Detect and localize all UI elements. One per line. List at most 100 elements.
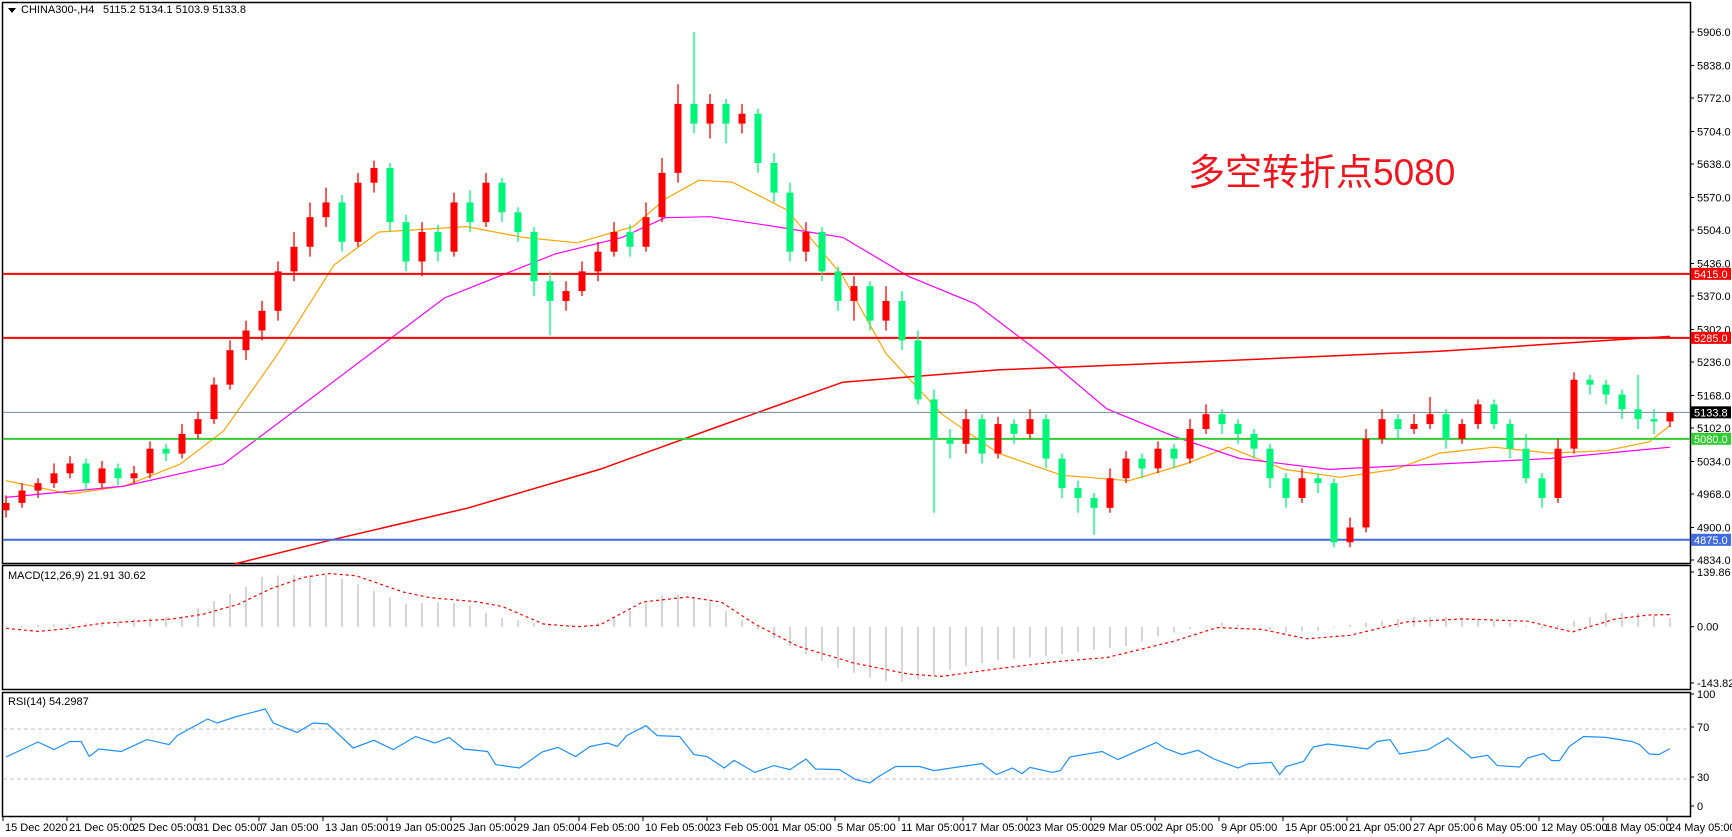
candle[interactable]: [1266, 443, 1274, 489]
candle[interactable]: [34, 478, 42, 498]
macd-panel[interactable]: 139.86 0.00 -143.82: [1, 564, 1732, 691]
candle[interactable]: [178, 424, 186, 459]
candle[interactable]: [738, 103, 746, 134]
candle[interactable]: [1058, 453, 1066, 498]
candle[interactable]: [2, 495, 10, 518]
candle[interactable]: [946, 428, 954, 459]
candle[interactable]: [1090, 493, 1098, 535]
candle[interactable]: [1298, 468, 1306, 503]
candle[interactable]: [594, 241, 602, 282]
candle[interactable]: [450, 192, 458, 257]
candle[interactable]: [1138, 453, 1146, 479]
candle[interactable]: [466, 190, 474, 232]
candle[interactable]: [66, 456, 74, 479]
candle[interactable]: [962, 409, 970, 454]
candle[interactable]: [626, 224, 634, 257]
candle[interactable]: [1170, 443, 1178, 469]
candle[interactable]: [18, 483, 26, 508]
candle[interactable]: [402, 214, 410, 272]
candle[interactable]: [1602, 379, 1610, 405]
candle[interactable]: [1010, 419, 1018, 444]
candle[interactable]: [562, 281, 570, 311]
candle[interactable]: [1618, 389, 1626, 420]
candle[interactable]: [994, 416, 1002, 459]
candle[interactable]: [850, 276, 858, 321]
candle[interactable]: [1394, 414, 1402, 439]
candle[interactable]: [1666, 412, 1674, 428]
candle[interactable]: [146, 441, 154, 479]
candle[interactable]: [802, 222, 810, 262]
candle[interactable]: [1106, 468, 1114, 513]
candle[interactable]: [1378, 409, 1386, 444]
candle[interactable]: [82, 458, 90, 491]
candle[interactable]: [1634, 374, 1642, 429]
candle[interactable]: [322, 187, 330, 228]
candle[interactable]: [770, 153, 778, 203]
candle[interactable]: [274, 261, 282, 321]
candle[interactable]: [242, 320, 250, 361]
candle[interactable]: [1426, 396, 1434, 429]
candle[interactable]: [1282, 473, 1290, 508]
candle[interactable]: [434, 224, 442, 262]
candle[interactable]: [1506, 419, 1514, 459]
candle[interactable]: [1314, 473, 1322, 494]
candle[interactable]: [1650, 409, 1658, 434]
candle[interactable]: [658, 158, 666, 223]
candle[interactable]: [578, 261, 586, 296]
candle[interactable]: [914, 330, 922, 405]
candle[interactable]: [754, 108, 762, 173]
candle[interactable]: [98, 461, 106, 489]
candle[interactable]: [674, 84, 682, 183]
candle[interactable]: [1570, 372, 1578, 454]
candle[interactable]: [1234, 419, 1242, 444]
candle[interactable]: [1474, 399, 1482, 429]
candle[interactable]: [818, 227, 826, 282]
candle[interactable]: [1330, 478, 1338, 548]
candle[interactable]: [1554, 438, 1562, 503]
candle[interactable]: [418, 222, 426, 277]
candle[interactable]: [722, 98, 730, 144]
candle[interactable]: [1458, 419, 1466, 444]
candle[interactable]: [1122, 451, 1130, 484]
candle[interactable]: [482, 172, 490, 228]
candle[interactable]: [258, 300, 266, 341]
candle[interactable]: [1362, 428, 1370, 533]
candle[interactable]: [226, 340, 234, 390]
candle[interactable]: [1202, 404, 1210, 434]
candle[interactable]: [1522, 433, 1530, 484]
candle[interactable]: [306, 202, 314, 257]
candle[interactable]: [610, 222, 618, 257]
candle[interactable]: [1586, 374, 1594, 395]
triangle-down-icon[interactable]: [8, 8, 16, 13]
candle[interactable]: [1250, 428, 1258, 459]
candle[interactable]: [370, 160, 378, 193]
candle[interactable]: [978, 414, 986, 464]
price-panel[interactable]: 5906.0 5838.0 5772.0 5704.0 5638.0 5570.0 5504…: [1, 1, 1732, 568]
candle[interactable]: [1074, 480, 1082, 513]
candle[interactable]: [1538, 473, 1546, 508]
candle[interactable]: [930, 389, 938, 513]
candle[interactable]: [194, 411, 202, 439]
candle[interactable]: [514, 207, 522, 242]
candle[interactable]: [1218, 409, 1226, 434]
candle[interactable]: [162, 443, 170, 461]
candle[interactable]: [114, 463, 122, 486]
candle[interactable]: [1346, 517, 1354, 548]
candle[interactable]: [706, 94, 714, 139]
candle[interactable]: [834, 266, 842, 311]
candle[interactable]: [338, 195, 346, 252]
candle[interactable]: [130, 465, 138, 484]
candle[interactable]: [1490, 399, 1498, 429]
candle[interactable]: [50, 463, 58, 489]
candle[interactable]: [786, 182, 794, 262]
candle[interactable]: [386, 163, 394, 232]
candle[interactable]: [354, 172, 362, 247]
rsi-panel[interactable]: 100 70 30 0: [1, 689, 1716, 818]
candle[interactable]: [1410, 414, 1418, 434]
candle[interactable]: [1442, 409, 1450, 449]
candle[interactable]: [1186, 419, 1194, 464]
candle[interactable]: [290, 231, 298, 282]
candle[interactable]: [642, 202, 650, 252]
candle[interactable]: [1042, 414, 1050, 469]
